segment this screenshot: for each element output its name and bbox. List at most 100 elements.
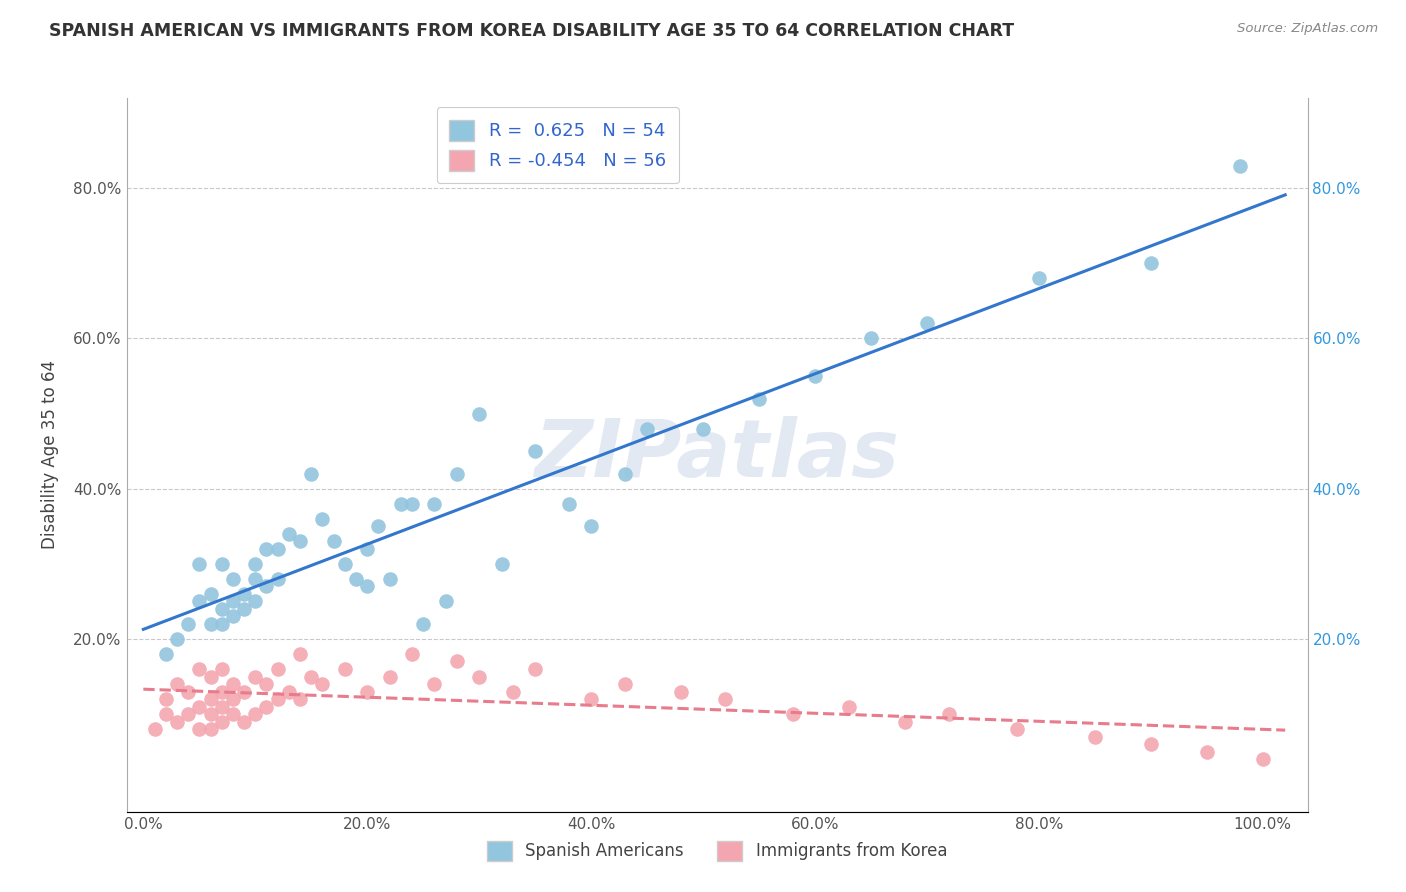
Point xyxy=(143,722,166,736)
Point xyxy=(401,647,423,661)
Legend: Spanish Americans, Immigrants from Korea: Spanish Americans, Immigrants from Korea xyxy=(481,834,953,868)
Point xyxy=(299,669,322,683)
Point xyxy=(356,541,378,556)
Point xyxy=(233,714,256,729)
Y-axis label: Disability Age 35 to 64: Disability Age 35 to 64 xyxy=(41,360,59,549)
Point xyxy=(211,557,233,571)
Point xyxy=(277,526,299,541)
Point xyxy=(434,594,457,608)
Point xyxy=(558,497,581,511)
Point xyxy=(256,579,278,593)
Point xyxy=(245,572,267,586)
Point xyxy=(222,692,245,706)
Point xyxy=(288,534,311,549)
Point xyxy=(222,609,245,624)
Point xyxy=(155,647,177,661)
Point xyxy=(636,422,658,436)
Point xyxy=(245,594,267,608)
Point xyxy=(233,684,256,698)
Point xyxy=(188,699,211,714)
Point xyxy=(524,444,547,458)
Point xyxy=(311,512,333,526)
Point xyxy=(200,707,222,722)
Point xyxy=(1005,722,1028,736)
Point xyxy=(200,616,222,631)
Point xyxy=(446,467,468,481)
Point xyxy=(299,467,322,481)
Point xyxy=(200,692,222,706)
Point xyxy=(222,594,245,608)
Point xyxy=(859,331,882,345)
Point xyxy=(155,692,177,706)
Point xyxy=(277,684,299,698)
Point xyxy=(211,602,233,616)
Point xyxy=(266,662,288,676)
Point xyxy=(155,707,177,722)
Point xyxy=(188,557,211,571)
Point xyxy=(188,662,211,676)
Point xyxy=(782,707,804,722)
Point xyxy=(613,467,636,481)
Point xyxy=(188,594,211,608)
Point xyxy=(233,602,256,616)
Point xyxy=(266,541,288,556)
Point xyxy=(748,392,770,406)
Point xyxy=(233,587,256,601)
Point xyxy=(491,557,513,571)
Point xyxy=(356,684,378,698)
Point xyxy=(378,669,401,683)
Point xyxy=(423,497,446,511)
Text: SPANISH AMERICAN VS IMMIGRANTS FROM KOREA DISABILITY AGE 35 TO 64 CORRELATION CH: SPANISH AMERICAN VS IMMIGRANTS FROM KORE… xyxy=(49,22,1014,40)
Point xyxy=(177,707,200,722)
Point xyxy=(893,714,915,729)
Point xyxy=(468,407,491,421)
Point xyxy=(211,684,233,698)
Point xyxy=(401,497,423,511)
Point xyxy=(1084,730,1107,744)
Point xyxy=(1028,271,1050,285)
Point xyxy=(166,632,188,646)
Text: Source: ZipAtlas.com: Source: ZipAtlas.com xyxy=(1237,22,1378,36)
Text: ZIPatlas: ZIPatlas xyxy=(534,416,900,494)
Point xyxy=(200,669,222,683)
Point xyxy=(468,669,491,683)
Point xyxy=(333,557,356,571)
Point xyxy=(211,714,233,729)
Point xyxy=(423,677,446,691)
Point xyxy=(579,692,602,706)
Point xyxy=(266,572,288,586)
Point xyxy=(502,684,524,698)
Point xyxy=(524,662,547,676)
Point xyxy=(256,541,278,556)
Point xyxy=(389,497,412,511)
Point xyxy=(222,677,245,691)
Point xyxy=(692,422,714,436)
Point xyxy=(266,692,288,706)
Point xyxy=(412,616,434,631)
Point xyxy=(938,707,960,722)
Point xyxy=(245,707,267,722)
Point xyxy=(288,647,311,661)
Point xyxy=(200,587,222,601)
Point xyxy=(188,722,211,736)
Point xyxy=(915,317,938,331)
Point xyxy=(804,369,827,384)
Point xyxy=(256,677,278,691)
Point xyxy=(446,655,468,669)
Point xyxy=(245,557,267,571)
Point xyxy=(1229,159,1251,173)
Point xyxy=(245,669,267,683)
Point xyxy=(579,519,602,533)
Point xyxy=(1251,752,1274,766)
Point xyxy=(714,692,737,706)
Point xyxy=(356,579,378,593)
Point xyxy=(211,616,233,631)
Point xyxy=(211,699,233,714)
Point xyxy=(222,707,245,722)
Point xyxy=(166,714,188,729)
Point xyxy=(256,699,278,714)
Point xyxy=(344,572,367,586)
Point xyxy=(177,684,200,698)
Point xyxy=(333,662,356,676)
Point xyxy=(166,677,188,691)
